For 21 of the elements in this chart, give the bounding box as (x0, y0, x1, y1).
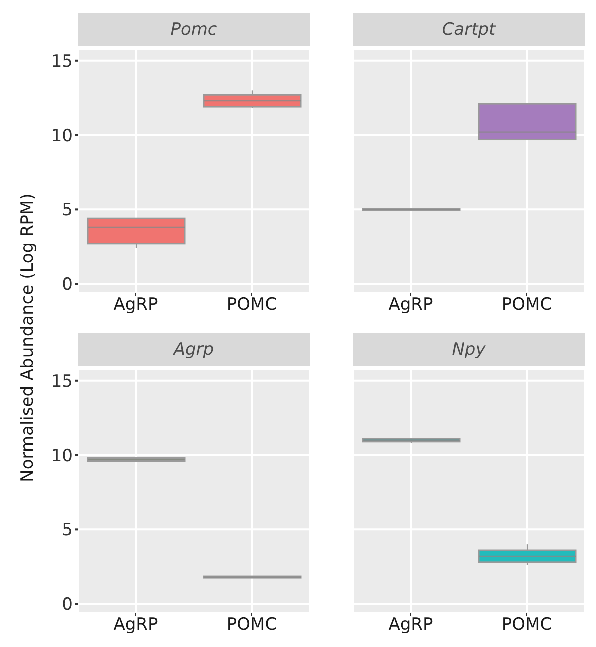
y-tick-label: 5 (62, 520, 73, 541)
y-tick-label: 0 (62, 595, 73, 616)
chart-title: Npy (353, 333, 585, 366)
x-tick-label: POMC (502, 615, 552, 636)
x-tick-label: POMC (226, 615, 278, 636)
y-tick-label: 15 (51, 372, 73, 392)
y-tick-label: 5 (62, 200, 73, 221)
x-tick-label: AgRP (388, 295, 434, 316)
y-tick-label: 10 (51, 126, 73, 146)
y-axis-title: Normalised Abundance (Log RPM) (18, 194, 38, 482)
x-tick-label: POMC (226, 295, 278, 316)
x-tick-label: AgRP (388, 615, 434, 636)
y-tick-label: 15 (51, 52, 73, 72)
chart-title: Cartpt (353, 13, 585, 46)
chart-title: Pomc (78, 13, 310, 46)
y-tick-label: 0 (62, 275, 73, 296)
x-tick-label: POMC (502, 295, 552, 316)
x-tick-label: AgRP (114, 615, 158, 636)
y-tick-label: 10 (51, 446, 73, 466)
chart-title: Agrp (78, 333, 310, 366)
x-tick-label: AgRP (114, 295, 158, 316)
